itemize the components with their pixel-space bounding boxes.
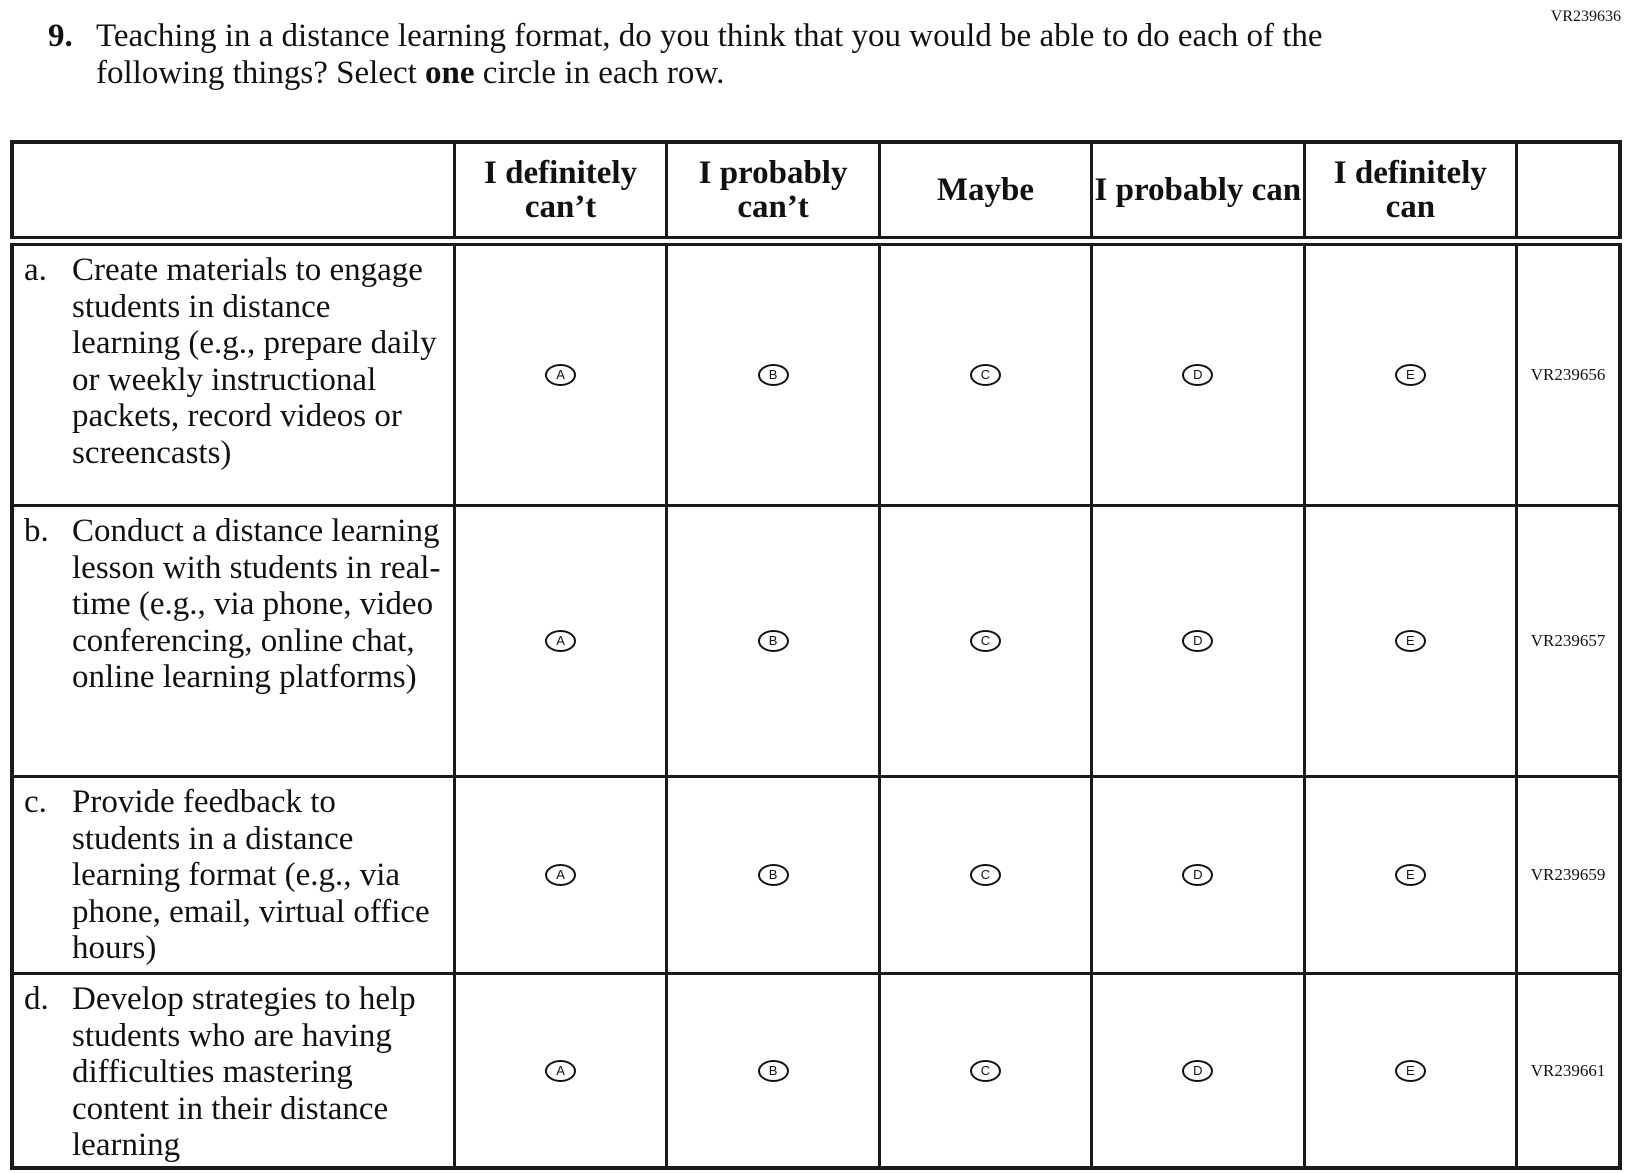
question-text-part: Teaching in a distance learning format, …	[96, 18, 1323, 91]
row-text: Provide feedback to students in a distan…	[72, 784, 430, 966]
row-item: b. Conduct a distance learning lesson wit…	[10, 504, 456, 778]
option-cell: A	[452, 239, 669, 507]
option-cell: A	[452, 972, 669, 1170]
option-cell: E	[1302, 972, 1519, 1170]
row-text: Create materials to engage students in d…	[72, 252, 437, 471]
radio-option-d[interactable]: D	[1182, 630, 1214, 652]
row-letter: c.	[24, 784, 47, 820]
question-emphasis: one	[425, 55, 475, 91]
question-text-part: circle in each row.	[474, 55, 725, 91]
radio-option-d[interactable]: D	[1182, 1059, 1214, 1082]
row-code: VR239661	[1515, 972, 1622, 1170]
question-9: 9. Teaching in a distance learning forma…	[48, 18, 1416, 92]
option-cell: E	[1302, 775, 1519, 975]
row-letter: a.	[24, 252, 47, 288]
row-text: Develop strategies to help students who …	[72, 981, 416, 1163]
option-cell: C	[877, 972, 1094, 1170]
row-item: a. Create materials to engage students in…	[10, 239, 456, 507]
radio-option-a[interactable]: A	[545, 364, 577, 386]
header-blank	[10, 140, 456, 246]
header-probably-cant: I probably can’t	[665, 140, 881, 246]
header-maybe: Maybe	[877, 140, 1094, 246]
row-code: VR239657	[1515, 504, 1622, 778]
option-cell: B	[665, 504, 881, 778]
option-cell: E	[1302, 239, 1519, 507]
radio-option-a[interactable]: A	[545, 1059, 577, 1082]
row-code: VR239659	[1515, 775, 1622, 975]
header-definitely-can: I definitely can	[1302, 140, 1519, 246]
row-item: d. Develop strategies to help students wh…	[10, 972, 456, 1170]
option-cell: D	[1090, 775, 1306, 975]
table-row: c. Provide feedback to students in a dist…	[10, 775, 1622, 975]
option-cell: D	[1090, 504, 1306, 778]
radio-option-b[interactable]: B	[757, 1059, 789, 1082]
table-row: d. Develop strategies to help students wh…	[10, 972, 1622, 1170]
row-letter: d.	[24, 981, 49, 1017]
row-code: VR239656	[1515, 239, 1622, 507]
question-text: Teaching in a distance learning format, …	[96, 18, 1416, 92]
radio-option-c[interactable]: C	[969, 864, 1001, 886]
table-row: b. Conduct a distance learning lesson wit…	[10, 504, 1622, 778]
question-number: 9.	[48, 18, 73, 54]
row-text: Conduct a distance learning lesson with …	[72, 513, 441, 695]
option-cell: C	[877, 504, 1094, 778]
radio-option-b[interactable]: B	[757, 864, 789, 886]
option-cell: B	[665, 972, 881, 1170]
option-cell: A	[452, 504, 669, 778]
form-code: VR239636	[1550, 8, 1621, 25]
radio-option-e[interactable]: E	[1394, 364, 1426, 386]
response-grid: I definitely can’t I probably can’t Mayb…	[10, 140, 1622, 1170]
radio-option-d[interactable]: D	[1182, 364, 1214, 386]
radio-option-b[interactable]: B	[757, 630, 789, 652]
option-cell: A	[452, 775, 669, 975]
radio-option-d[interactable]: D	[1182, 864, 1214, 886]
row-item: c. Provide feedback to students in a dist…	[10, 775, 456, 975]
header-row: I definitely can’t I probably can’t Mayb…	[10, 140, 1622, 246]
radio-option-c[interactable]: C	[969, 364, 1001, 386]
row-letter: b.	[24, 513, 49, 549]
radio-option-a[interactable]: A	[545, 864, 577, 886]
header-code-blank	[1515, 140, 1622, 246]
option-cell: D	[1090, 239, 1306, 507]
option-cell: B	[665, 239, 881, 507]
radio-option-b[interactable]: B	[757, 364, 789, 386]
header-probably-can: I probably can	[1090, 140, 1306, 246]
option-cell: B	[665, 775, 881, 975]
option-cell: C	[877, 775, 1094, 975]
table-row: a. Create materials to engage students in…	[10, 239, 1622, 507]
radio-option-e[interactable]: E	[1394, 1059, 1426, 1082]
option-cell: C	[877, 239, 1094, 507]
header-definitely-cant: I definitely can’t	[452, 140, 669, 246]
radio-option-a[interactable]: A	[545, 630, 577, 652]
radio-option-e[interactable]: E	[1394, 864, 1426, 886]
radio-option-e[interactable]: E	[1394, 630, 1426, 652]
radio-option-c[interactable]: C	[969, 630, 1001, 652]
option-cell: D	[1090, 972, 1306, 1170]
radio-option-c[interactable]: C	[969, 1059, 1001, 1082]
option-cell: E	[1302, 504, 1519, 778]
